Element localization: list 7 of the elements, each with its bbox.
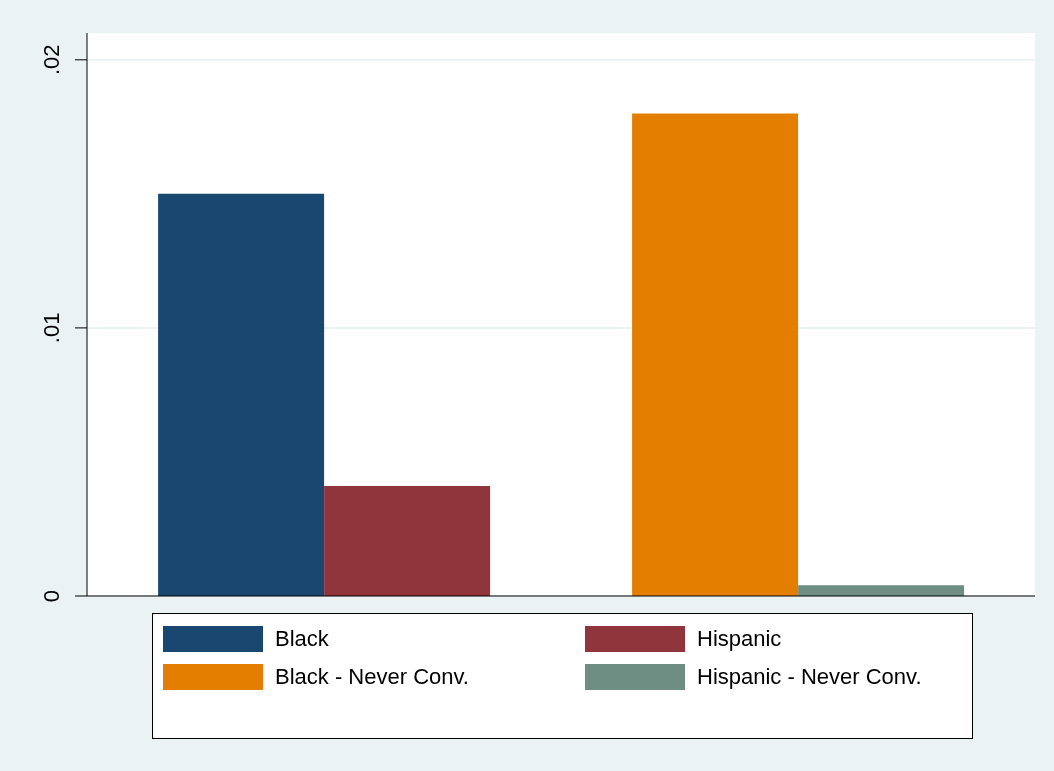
legend-label: Hispanic	[697, 626, 782, 652]
legend-label: Hispanic - Never Conv.	[697, 664, 922, 690]
y-tick-label: .01	[39, 312, 64, 344]
legend-label: Black	[275, 626, 329, 652]
legend-label: Black - Never Conv.	[275, 664, 469, 690]
y-tick-label: .02	[39, 44, 64, 76]
y-tick-label: 0	[39, 589, 64, 603]
